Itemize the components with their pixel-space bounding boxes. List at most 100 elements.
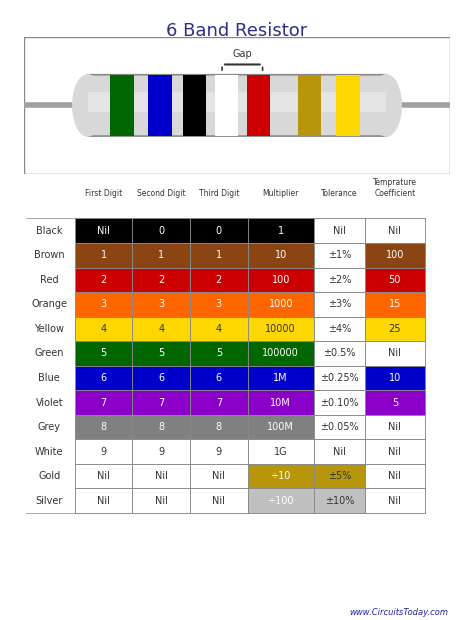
Text: 10: 10 — [274, 250, 287, 260]
FancyBboxPatch shape — [75, 440, 132, 464]
Text: Nil: Nil — [212, 496, 225, 506]
Text: 50: 50 — [389, 275, 401, 285]
FancyBboxPatch shape — [365, 464, 425, 489]
Text: 10: 10 — [389, 373, 401, 383]
Text: 2: 2 — [216, 275, 222, 285]
Text: 7: 7 — [216, 397, 222, 407]
Text: Nil: Nil — [97, 226, 110, 236]
FancyBboxPatch shape — [215, 75, 238, 136]
Text: Nil: Nil — [388, 226, 401, 236]
Text: 3: 3 — [158, 299, 164, 309]
FancyBboxPatch shape — [190, 440, 247, 464]
Text: 6: 6 — [216, 373, 222, 383]
FancyBboxPatch shape — [365, 243, 425, 268]
Text: 6: 6 — [100, 373, 107, 383]
Text: 4: 4 — [216, 324, 222, 334]
Text: Red: Red — [40, 275, 59, 285]
Text: 4: 4 — [158, 324, 164, 334]
FancyBboxPatch shape — [365, 489, 425, 513]
Text: 1G: 1G — [274, 446, 288, 457]
Text: Grey: Grey — [38, 422, 61, 432]
FancyBboxPatch shape — [75, 317, 132, 341]
Text: 5: 5 — [392, 397, 398, 407]
FancyBboxPatch shape — [247, 341, 314, 366]
Text: Nil: Nil — [97, 496, 110, 506]
FancyBboxPatch shape — [365, 317, 425, 341]
FancyBboxPatch shape — [247, 243, 314, 268]
Text: ±0.05%: ±0.05% — [320, 422, 359, 432]
FancyBboxPatch shape — [75, 243, 132, 268]
FancyBboxPatch shape — [75, 489, 132, 513]
Text: ÷100: ÷100 — [267, 496, 294, 506]
Text: Second Digit: Second Digit — [137, 188, 186, 198]
Text: 9: 9 — [216, 446, 222, 457]
FancyBboxPatch shape — [314, 391, 365, 415]
FancyBboxPatch shape — [247, 391, 314, 415]
FancyBboxPatch shape — [314, 366, 365, 391]
FancyBboxPatch shape — [314, 415, 365, 440]
Text: 8: 8 — [216, 422, 222, 432]
Text: ±4%: ±4% — [328, 324, 351, 334]
FancyBboxPatch shape — [365, 440, 425, 464]
Text: ±0.10%: ±0.10% — [320, 397, 359, 407]
FancyBboxPatch shape — [365, 292, 425, 317]
Text: 3: 3 — [100, 299, 107, 309]
FancyBboxPatch shape — [190, 292, 247, 317]
Text: Nil: Nil — [333, 226, 346, 236]
Text: Nil: Nil — [388, 446, 401, 457]
FancyBboxPatch shape — [24, 37, 450, 174]
FancyBboxPatch shape — [365, 366, 425, 391]
Text: 8: 8 — [100, 422, 107, 432]
FancyBboxPatch shape — [314, 341, 365, 366]
Text: 100000: 100000 — [262, 348, 299, 358]
Text: 9: 9 — [158, 446, 164, 457]
Text: Nil: Nil — [333, 446, 346, 457]
FancyBboxPatch shape — [314, 218, 365, 243]
Text: 15: 15 — [389, 299, 401, 309]
Text: Nil: Nil — [388, 471, 401, 481]
FancyBboxPatch shape — [132, 391, 190, 415]
FancyBboxPatch shape — [247, 464, 314, 489]
FancyBboxPatch shape — [190, 366, 247, 391]
Text: Brown: Brown — [34, 250, 64, 260]
FancyBboxPatch shape — [190, 391, 247, 415]
Text: ±0.25%: ±0.25% — [320, 373, 359, 383]
FancyBboxPatch shape — [132, 218, 190, 243]
FancyBboxPatch shape — [247, 489, 314, 513]
Text: Nil: Nil — [97, 471, 110, 481]
FancyBboxPatch shape — [247, 218, 314, 243]
Text: Gold: Gold — [38, 471, 60, 481]
FancyBboxPatch shape — [148, 75, 172, 136]
FancyBboxPatch shape — [75, 464, 132, 489]
FancyBboxPatch shape — [190, 317, 247, 341]
Text: Nil: Nil — [388, 496, 401, 506]
FancyBboxPatch shape — [132, 268, 190, 292]
Text: ±1%: ±1% — [328, 250, 351, 260]
Text: 0: 0 — [216, 226, 222, 236]
FancyBboxPatch shape — [365, 268, 425, 292]
FancyBboxPatch shape — [247, 440, 314, 464]
Text: www.CircuitsToday.com: www.CircuitsToday.com — [349, 608, 448, 616]
Text: 1000: 1000 — [268, 299, 293, 309]
FancyBboxPatch shape — [75, 415, 132, 440]
FancyBboxPatch shape — [365, 391, 425, 415]
Ellipse shape — [73, 75, 102, 136]
FancyBboxPatch shape — [246, 75, 270, 136]
Text: ±2%: ±2% — [328, 275, 351, 285]
Text: Nil: Nil — [212, 471, 225, 481]
Text: Green: Green — [35, 348, 64, 358]
FancyBboxPatch shape — [88, 92, 386, 112]
Text: 2: 2 — [158, 275, 164, 285]
FancyBboxPatch shape — [247, 292, 314, 317]
Text: ÷10: ÷10 — [271, 471, 291, 481]
Text: 6: 6 — [158, 373, 164, 383]
FancyBboxPatch shape — [88, 75, 386, 136]
FancyBboxPatch shape — [110, 75, 134, 136]
FancyBboxPatch shape — [182, 75, 206, 136]
FancyBboxPatch shape — [247, 317, 314, 341]
Text: Blue: Blue — [38, 373, 60, 383]
Text: First Digit: First Digit — [85, 188, 122, 198]
FancyBboxPatch shape — [75, 341, 132, 366]
Text: 100M: 100M — [267, 422, 294, 432]
Text: Gap: Gap — [232, 49, 252, 60]
